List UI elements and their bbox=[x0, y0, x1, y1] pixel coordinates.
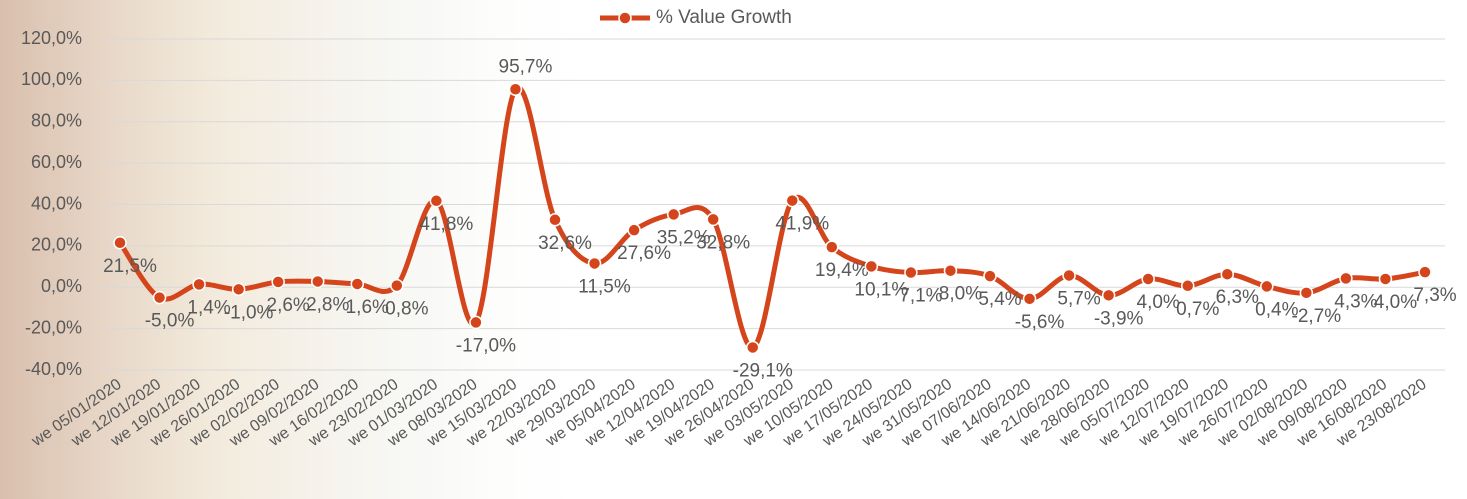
data-label: -17,0% bbox=[456, 335, 516, 356]
data-label: 1,6% bbox=[346, 297, 389, 318]
data-label: 7,1% bbox=[899, 286, 942, 307]
data-label: 6,3% bbox=[1216, 287, 1259, 308]
marker bbox=[826, 241, 838, 253]
data-label: 41,8% bbox=[419, 214, 473, 235]
chart: -40,0% -20,0% 0,0% 20,0% 40,0% 60,0% 80,0% 100,… bbox=[0, 0, 1467, 499]
y-tick-label: 120,0% bbox=[21, 28, 82, 48]
marker bbox=[1063, 269, 1075, 281]
marker bbox=[470, 316, 482, 328]
data-label: 2,6% bbox=[267, 295, 310, 316]
data-label: 95,7% bbox=[499, 56, 553, 77]
marker bbox=[549, 214, 561, 226]
marker bbox=[430, 195, 442, 207]
y-tick-label: -20,0% bbox=[25, 317, 82, 337]
marker bbox=[668, 208, 680, 220]
marker bbox=[1103, 289, 1115, 301]
marker bbox=[628, 224, 640, 236]
marker bbox=[1379, 273, 1391, 285]
legend-marker bbox=[619, 12, 631, 24]
marker bbox=[193, 278, 205, 290]
marker bbox=[351, 278, 363, 290]
data-label: -5,6% bbox=[1015, 312, 1065, 333]
y-tick-label: 0,0% bbox=[41, 276, 82, 296]
marker bbox=[905, 267, 917, 279]
marker bbox=[1300, 287, 1312, 299]
y-tick-label: 20,0% bbox=[31, 235, 82, 255]
marker bbox=[509, 83, 521, 95]
data-label: 2,8% bbox=[306, 294, 349, 315]
data-label: -29,1% bbox=[733, 360, 793, 381]
marker bbox=[233, 283, 245, 295]
marker bbox=[272, 276, 284, 288]
y-tick-label: 40,0% bbox=[31, 193, 82, 213]
marker bbox=[1340, 272, 1352, 284]
data-label: 4,3% bbox=[1334, 291, 1377, 312]
y-tick-label: -40,0% bbox=[25, 359, 82, 379]
marker bbox=[1261, 280, 1273, 292]
marker bbox=[391, 280, 403, 292]
data-label: 5,4% bbox=[978, 289, 1021, 310]
marker bbox=[1142, 273, 1154, 285]
data-label: 32,6% bbox=[538, 233, 592, 254]
data-label: 7,3% bbox=[1413, 285, 1456, 306]
data-label: 4,0% bbox=[1374, 292, 1417, 313]
marker bbox=[1419, 266, 1431, 278]
data-label: 11,5% bbox=[578, 276, 631, 297]
data-label: 0,8% bbox=[385, 299, 428, 320]
data-label: 5,7% bbox=[1057, 288, 1100, 309]
data-label: 19,4% bbox=[815, 260, 869, 281]
marker bbox=[312, 275, 324, 287]
marker bbox=[786, 195, 798, 207]
marker bbox=[1182, 280, 1194, 292]
data-label: 21,5% bbox=[103, 256, 157, 277]
marker bbox=[865, 260, 877, 272]
data-label: 4,0% bbox=[1137, 292, 1180, 313]
marker bbox=[1221, 268, 1233, 280]
marker bbox=[114, 237, 126, 249]
y-tick-label: 80,0% bbox=[31, 111, 82, 131]
marker bbox=[1024, 293, 1036, 305]
marker bbox=[984, 270, 996, 282]
marker bbox=[154, 292, 166, 304]
y-tick-label: 60,0% bbox=[31, 152, 82, 172]
y-tick-label: 100,0% bbox=[21, 69, 82, 89]
marker bbox=[747, 341, 759, 353]
data-label: 0,7% bbox=[1176, 299, 1219, 320]
data-label: 41,9% bbox=[775, 214, 829, 235]
legend-label: % Value Growth bbox=[656, 7, 792, 28]
data-label: 32,8% bbox=[696, 232, 750, 253]
data-label: 8,0% bbox=[939, 284, 982, 305]
marker bbox=[944, 265, 956, 277]
marker bbox=[589, 257, 601, 269]
marker bbox=[707, 213, 719, 225]
